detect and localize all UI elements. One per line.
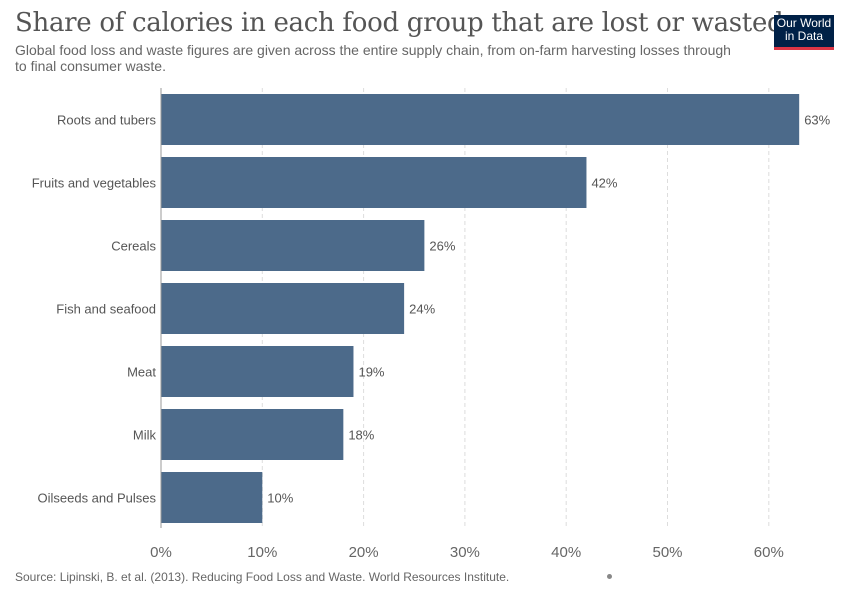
category-label: Fish and seafood	[56, 302, 156, 317]
value-label: 26%	[429, 239, 455, 254]
chart-subtitle: Global food loss and waste figures are g…	[15, 42, 731, 74]
x-tick-label: 50%	[652, 544, 682, 561]
category-label: Meat	[127, 365, 156, 380]
owid-logo[interactable]: Our World in Data	[774, 15, 834, 50]
x-tick-label: 60%	[754, 544, 784, 561]
bar[interactable]	[161, 346, 354, 397]
bar[interactable]	[161, 220, 425, 271]
category-label: Cereals	[111, 239, 156, 254]
category-label: Roots and tubers	[57, 113, 157, 128]
x-tick-label: 0%	[150, 544, 172, 561]
logo-line-2: in Data	[784, 29, 824, 43]
value-label: 63%	[804, 113, 830, 128]
source-note: Source: Lipinski, B. et al. (2013). Redu…	[15, 570, 510, 584]
x-tick-label: 40%	[551, 544, 581, 561]
category-label: Fruits and vegetables	[32, 176, 157, 191]
value-label: 24%	[409, 302, 435, 317]
value-label: 18%	[348, 428, 374, 443]
bar[interactable]	[161, 94, 800, 145]
category-label: Milk	[133, 428, 157, 443]
x-tick-label: 20%	[349, 544, 379, 561]
bar[interactable]	[161, 409, 344, 460]
x-tick-label: 10%	[247, 544, 277, 561]
value-label: 42%	[591, 176, 617, 191]
bar[interactable]	[161, 472, 263, 523]
value-label: 19%	[358, 365, 384, 380]
bar[interactable]	[161, 283, 405, 334]
x-tick-label: 30%	[450, 544, 480, 561]
footer-dot-icon	[607, 574, 612, 579]
logo-accent-bar	[774, 47, 834, 50]
logo-line-1: Our World	[776, 16, 832, 30]
value-label: 10%	[267, 491, 293, 506]
category-label: Oilseeds and Pulses	[37, 491, 156, 506]
bar[interactable]	[161, 157, 587, 208]
chart-title: Share of calories in each food group tha…	[15, 8, 784, 38]
